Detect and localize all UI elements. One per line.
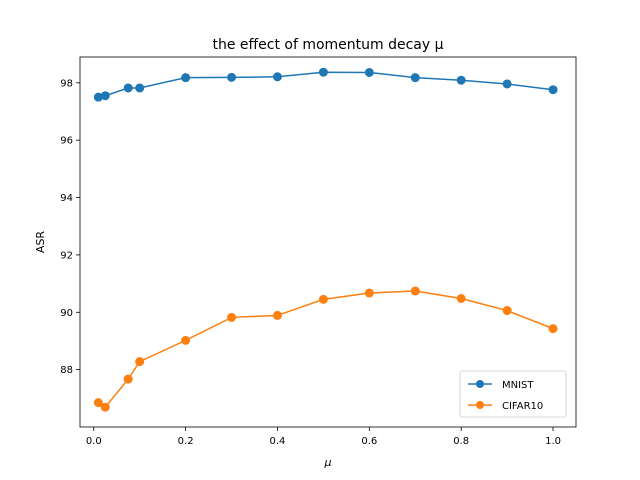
y-tick-label: 90: [60, 308, 73, 319]
y-tick-label: 96: [60, 136, 73, 147]
data-point: [100, 91, 110, 101]
plot-frame: [79, 56, 577, 428]
x-tick-label: 1.0: [545, 436, 561, 447]
legend-swatch-marker: [476, 401, 484, 409]
data-point: [100, 402, 110, 412]
axes: 0.0 0.2 0.4 0.6 0.8 1.0 88 90 92 94 96 98: [60, 56, 577, 447]
data-point: [181, 335, 191, 345]
x-axis-label: μ: [324, 456, 332, 469]
legend-label: MNIST: [502, 380, 534, 391]
x-tick-label: 0.6: [361, 436, 377, 447]
data-point: [318, 294, 328, 304]
y-axis-label: ASR: [34, 231, 47, 254]
legend-item-cifar10: CIFAR10: [468, 401, 543, 412]
data-point: [318, 67, 328, 77]
data-point: [227, 72, 237, 82]
data-point: [410, 73, 420, 83]
y-tick-label: 94: [60, 193, 73, 204]
x-tick-label: 0.0: [86, 436, 102, 447]
data-point: [548, 85, 558, 95]
legend-label: CIFAR10: [502, 401, 543, 412]
data-point: [272, 72, 282, 82]
series-mnist: [93, 67, 558, 102]
data-point: [548, 324, 558, 334]
data-point: [135, 357, 145, 367]
data-point: [502, 306, 512, 316]
data-point: [123, 374, 133, 384]
y-tick-label: 98: [60, 78, 73, 89]
data-point: [456, 75, 466, 85]
series-cifar10: [93, 286, 558, 412]
legend: MNIST CIFAR10: [459, 370, 567, 418]
x-tick-label: 0.2: [178, 436, 194, 447]
data-point: [227, 312, 237, 322]
legend-swatch-marker: [476, 380, 484, 388]
data-point: [364, 288, 374, 298]
x-tick-label: 0.8: [453, 436, 469, 447]
data-point: [364, 67, 374, 77]
data-point: [456, 294, 466, 304]
y-tick-label: 92: [60, 250, 73, 261]
y-tick-label: 88: [60, 365, 73, 376]
data-point: [93, 398, 103, 408]
data-point: [123, 83, 133, 93]
plot-area: [93, 67, 558, 412]
legend-item-mnist: MNIST: [468, 380, 534, 391]
data-point: [410, 286, 420, 296]
x-tick-label: 0.4: [270, 436, 286, 447]
data-point: [502, 79, 512, 89]
data-point: [135, 83, 145, 93]
data-point: [181, 73, 191, 83]
data-point: [272, 310, 282, 320]
chart-title: the effect of momentum decay μ: [212, 37, 443, 53]
